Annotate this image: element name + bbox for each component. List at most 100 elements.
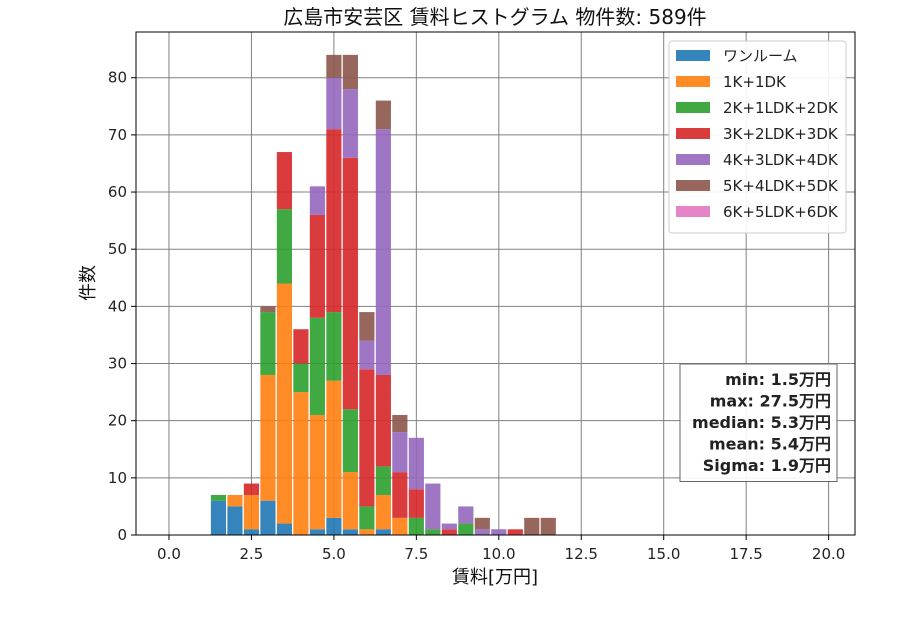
histogram-bar xyxy=(408,437,424,490)
histogram-bar xyxy=(326,312,342,381)
legend-swatch xyxy=(676,154,710,165)
histogram-bar xyxy=(458,523,474,535)
histogram-bar xyxy=(359,529,375,535)
x-tick-label: 10.0 xyxy=(482,545,515,563)
histogram-bar xyxy=(342,529,358,535)
legend-swatch xyxy=(676,102,710,113)
legend-label: 3K+2LDK+3DK xyxy=(723,125,839,143)
histogram-bar xyxy=(243,529,260,535)
legend-label: ワンルーム xyxy=(723,47,798,65)
histogram-bar xyxy=(326,517,342,535)
histogram-bar xyxy=(326,77,342,130)
stats-line: min: 1.5万円 xyxy=(725,370,831,389)
histogram-bar xyxy=(392,414,408,433)
legend-swatch xyxy=(676,180,710,191)
histogram-bar xyxy=(210,494,227,501)
histogram-bar xyxy=(392,517,408,535)
histogram-bar xyxy=(276,152,293,210)
histogram-bar xyxy=(359,506,375,530)
legend-swatch xyxy=(676,206,710,217)
histogram-bar xyxy=(309,317,325,415)
histogram-bar xyxy=(507,529,523,535)
y-tick-label: 10 xyxy=(108,469,127,487)
histogram-bar xyxy=(276,523,293,535)
histogram-bar xyxy=(392,472,408,518)
histogram-bar xyxy=(309,529,325,535)
stats-line: max: 27.5万円 xyxy=(710,392,831,411)
histogram-bar xyxy=(260,500,276,535)
histogram-bar xyxy=(474,529,490,535)
histogram-bar xyxy=(326,129,342,313)
histogram-bar xyxy=(309,186,325,215)
legend-label: 5K+4LDK+5DK xyxy=(723,177,839,195)
histogram-bar xyxy=(342,157,358,410)
y-tick-label: 30 xyxy=(108,355,127,373)
histogram-bar xyxy=(210,500,227,535)
x-tick-label: 17.5 xyxy=(729,545,762,563)
y-tick-label: 70 xyxy=(108,126,127,144)
histogram-bar xyxy=(425,529,441,535)
histogram-bar xyxy=(540,517,556,535)
histogram-bar xyxy=(375,494,391,530)
y-tick-label: 50 xyxy=(108,240,127,258)
histogram-bar xyxy=(326,54,342,78)
histogram-bar xyxy=(359,312,375,341)
histogram-bar xyxy=(243,483,260,495)
histogram-bar xyxy=(441,529,457,535)
legend: ワンルーム 1K+1DK 2K+1LDK+2DK 3K+2LDK+3DK 4K+3LDK… xyxy=(668,40,847,234)
legend-box xyxy=(668,40,847,234)
histogram-bar xyxy=(227,506,243,535)
x-tick-label: 12.5 xyxy=(565,545,598,563)
legend-label: 6K+5LDK+6DK xyxy=(723,203,839,221)
histogram-bar xyxy=(441,523,457,530)
histogram-bar xyxy=(408,517,424,535)
histogram-bar xyxy=(474,517,490,530)
legend-swatch xyxy=(676,50,710,61)
stats-box-frame xyxy=(679,363,838,482)
legend-label: 4K+3LDK+4DK xyxy=(723,151,839,169)
x-tick-label: 15.0 xyxy=(647,545,680,563)
histogram-bar xyxy=(260,306,276,313)
histogram-bar xyxy=(342,89,358,158)
histogram-bar xyxy=(293,392,309,535)
histogram-bar xyxy=(359,340,375,370)
stats-line: mean: 5.4万円 xyxy=(709,435,831,454)
histogram-bar xyxy=(491,529,507,535)
histogram-bar xyxy=(375,529,391,535)
histogram-bar xyxy=(375,100,391,130)
y-axis: 0 10 20 30 40 50 60 70 80 xyxy=(108,69,136,544)
legend-label: 2K+1LDK+2DK xyxy=(723,99,839,117)
x-axis-title: 賃料[万円] xyxy=(452,567,538,588)
histogram-bar xyxy=(375,374,391,467)
histogram-bar xyxy=(293,363,309,393)
bars-group xyxy=(210,54,556,535)
histogram-bar xyxy=(425,483,441,530)
histogram-bar xyxy=(243,494,260,530)
histogram-bar xyxy=(342,472,358,530)
histogram-bar xyxy=(309,414,325,530)
x-tick-label: 2.5 xyxy=(240,545,264,563)
y-tick-label: 0 xyxy=(117,526,127,544)
legend-swatch xyxy=(676,128,710,139)
x-axis: 0.0 2.5 5.0 7.5 10.0 12.5 15.0 17.5 20.0 xyxy=(157,535,845,563)
stats-line: median: 5.3万円 xyxy=(692,413,831,432)
histogram-bar xyxy=(276,283,293,524)
x-tick-label: 0.0 xyxy=(157,545,181,563)
x-tick-label: 7.5 xyxy=(404,545,428,563)
histogram-bar xyxy=(326,380,342,518)
histogram-bar xyxy=(375,466,391,495)
histogram-bar xyxy=(276,209,293,284)
chart-title: 広島市安芸区 賃料ヒストグラム 物件数: 589件 xyxy=(283,5,706,29)
plot-frame xyxy=(135,31,856,536)
y-tick-label: 80 xyxy=(108,69,127,87)
y-axis-title: 件数 xyxy=(78,265,99,301)
legend-label: 1K+1DK xyxy=(723,73,787,91)
histogram-bar xyxy=(408,489,424,518)
histogram-bar xyxy=(392,432,408,473)
stats-box: min: 1.5万円 max: 27.5万円 median: 5.3万円 mean: … xyxy=(679,363,838,482)
histogram-bar xyxy=(227,494,243,507)
histogram-bar xyxy=(458,506,474,524)
stats-line: Sigma: 1.9万円 xyxy=(703,456,831,475)
